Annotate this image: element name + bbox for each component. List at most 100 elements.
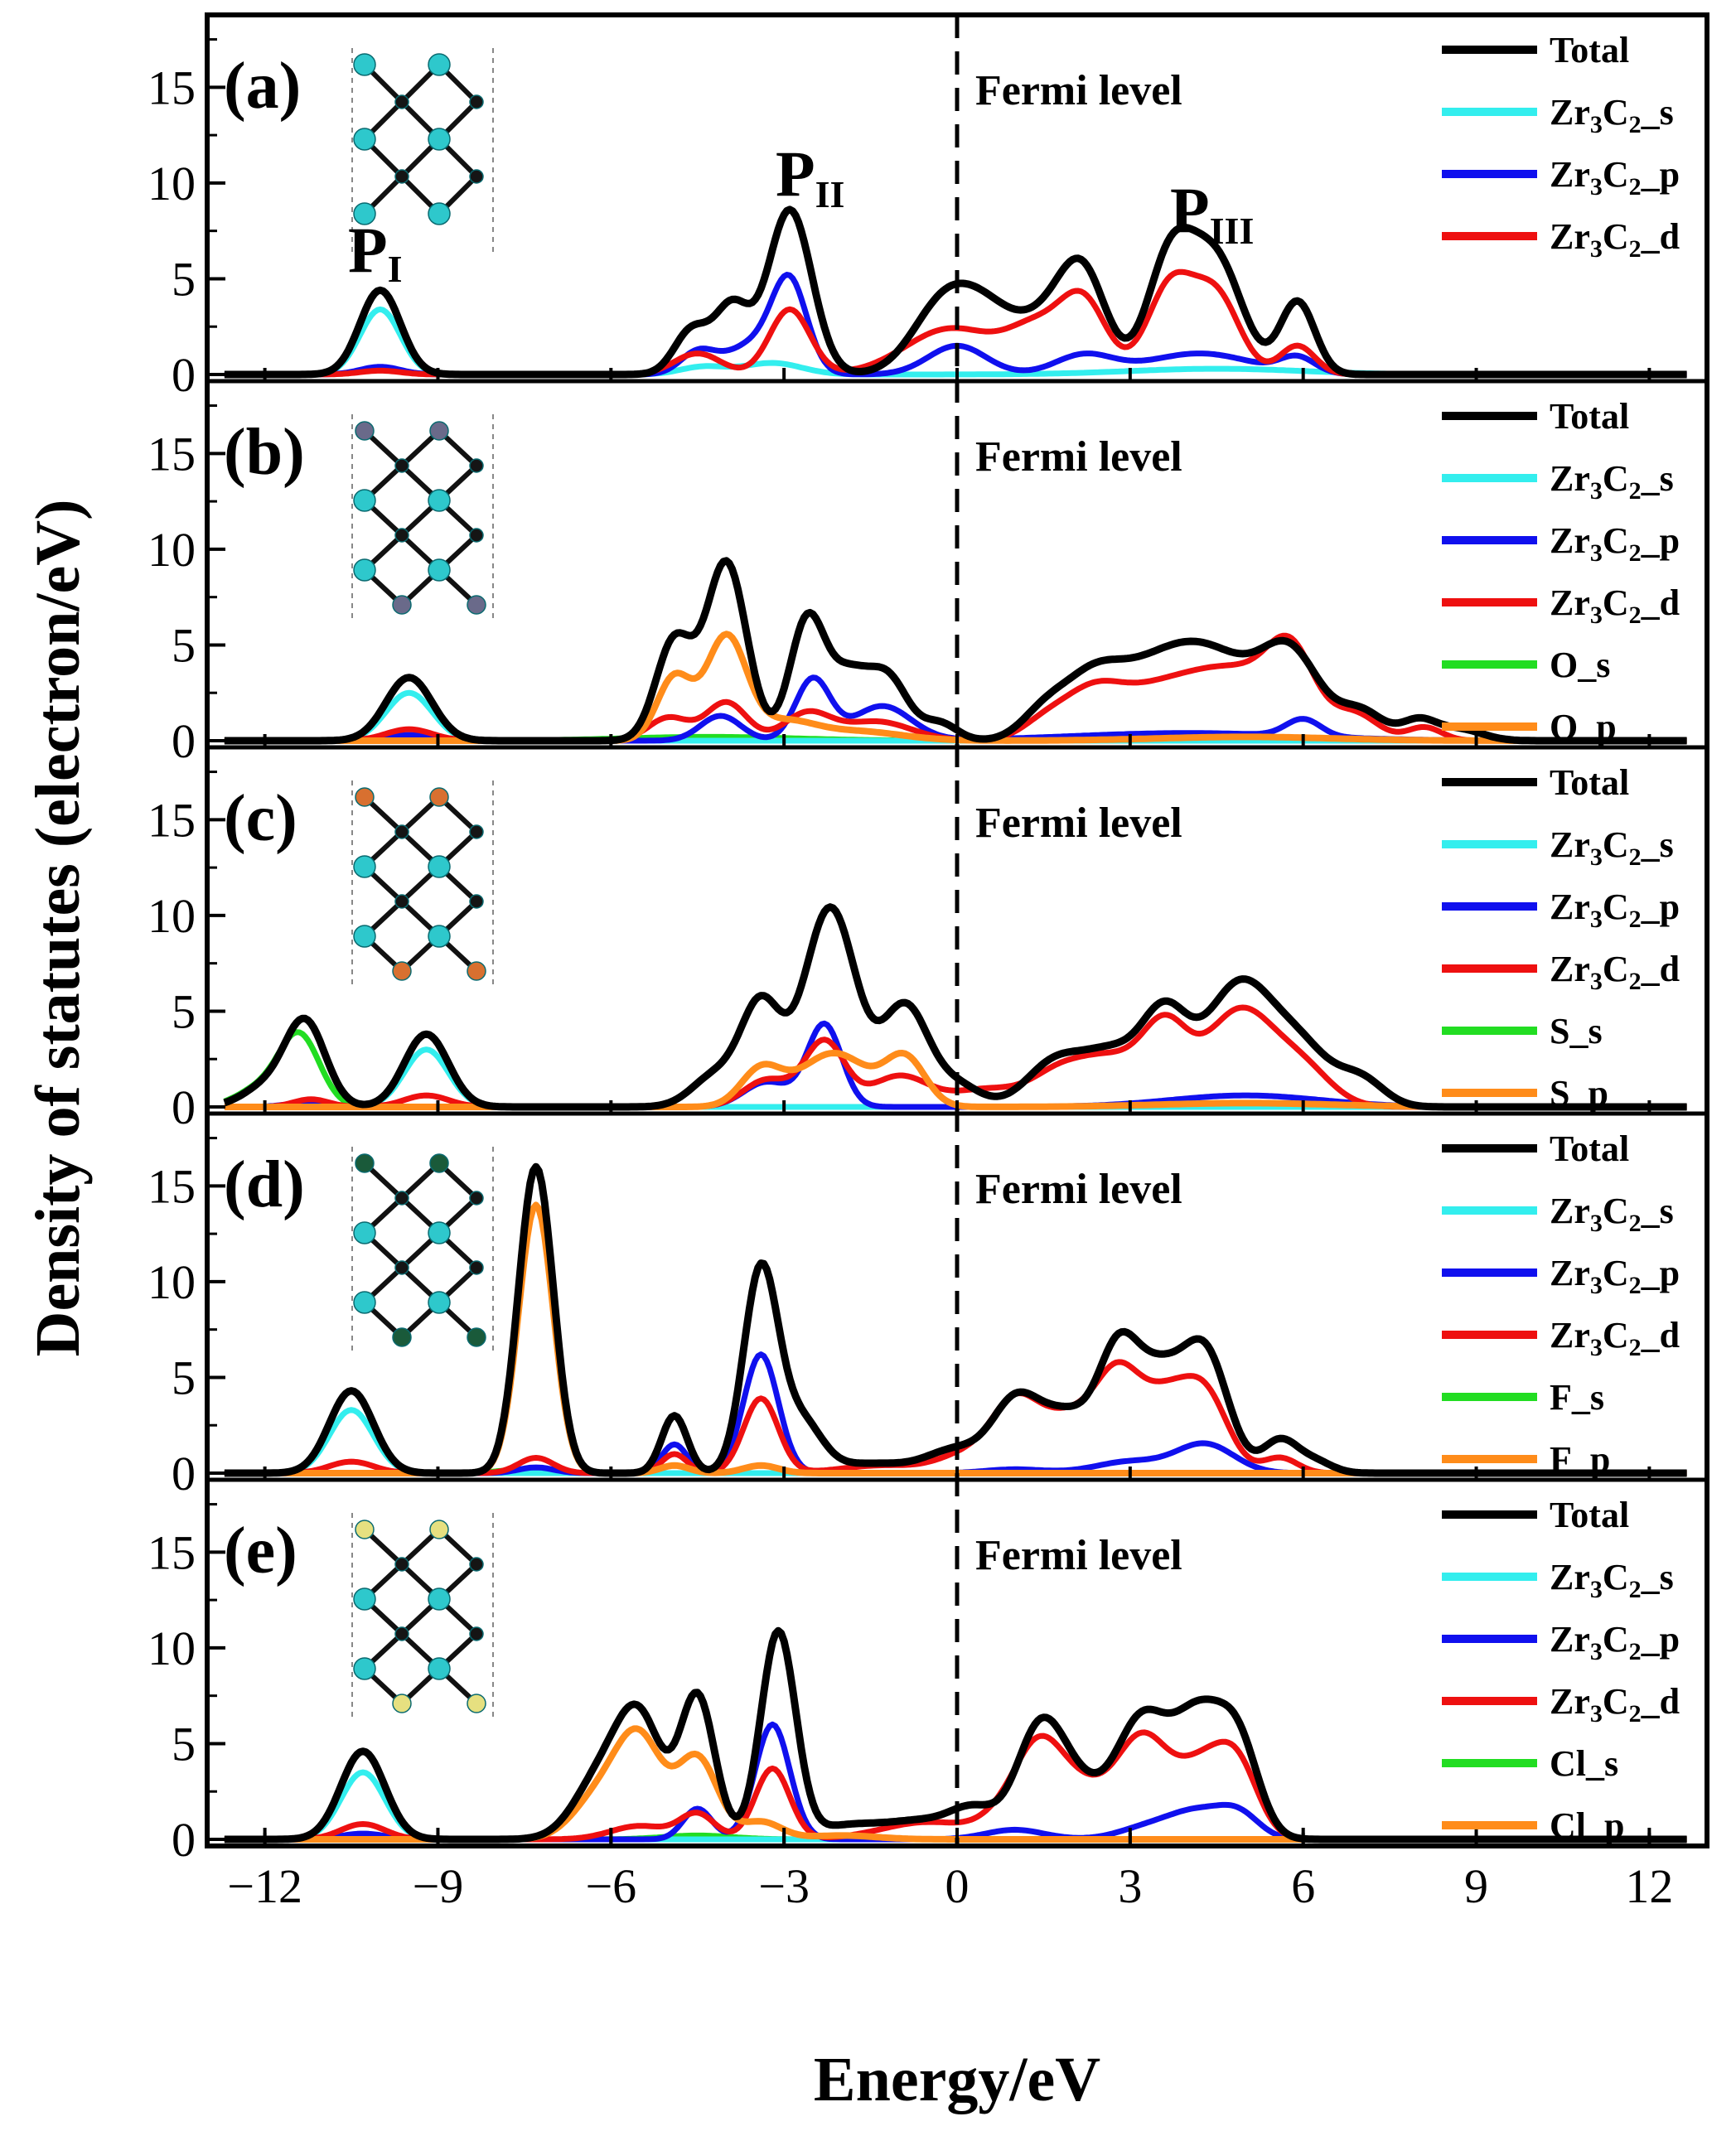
legend-label: Zr3C2_p (1550, 520, 1680, 567)
legend-entry-zr-s: Zr3C2_s (1442, 92, 1674, 138)
legend-label: F_s (1550, 1377, 1604, 1418)
x-tick-label: 6 (1291, 1859, 1315, 1913)
legend-entry-x-s: Cl_s (1442, 1743, 1618, 1784)
y-tick-label: 0 (172, 1447, 196, 1500)
x-axis-title: Energy/eV (814, 2045, 1100, 2114)
legend-entry-zr-d: Zr3C2_d (1442, 216, 1680, 263)
fermi-level-label: Fermi level (975, 1166, 1182, 1213)
x-tick-label: −3 (758, 1859, 810, 1913)
x-tick-label: 12 (1625, 1859, 1673, 1913)
legend-label: Zr3C2_d (1550, 1681, 1680, 1728)
legend-label: Zr3C2_p (1550, 887, 1680, 933)
y-tick-label: 10 (147, 157, 196, 210)
legend-entry-zr-d: Zr3C2_d (1442, 1315, 1680, 1361)
legend-label: Zr3C2_s (1550, 1557, 1674, 1603)
x-tick-label: 3 (1118, 1859, 1142, 1913)
y-tick-label: 5 (172, 1351, 196, 1404)
legend-label: Zr3C2_p (1550, 154, 1680, 201)
structure-insets (351, 48, 494, 1720)
legend-label: Zr3C2_d (1550, 582, 1680, 629)
legend-entry-zr-d: Zr3C2_d (1442, 949, 1680, 995)
panel-label: (c) (224, 782, 297, 855)
legend-label: Zr3C2_s (1550, 1191, 1674, 1237)
x-tick-label: −9 (413, 1859, 464, 1913)
legend-entry-total: Total (1442, 762, 1629, 803)
legend-label: O_p (1550, 707, 1617, 747)
y-tick-label: 5 (172, 984, 196, 1038)
panel-label: (b) (224, 416, 305, 489)
legend-label: Total (1550, 1495, 1629, 1535)
legend-label: Zr3C2_d (1550, 949, 1680, 995)
x-tick-label: 0 (945, 1859, 970, 1913)
fermi-level-label: Fermi level (975, 1532, 1182, 1579)
x-tick-label: −6 (585, 1859, 636, 1913)
legend-label: Total (1550, 1128, 1629, 1169)
legend-entry-zr-p: Zr3C2_p (1442, 1619, 1680, 1665)
panel-label: (a) (224, 50, 301, 123)
legend-entry-zr-p: Zr3C2_p (1442, 520, 1680, 567)
peak-label-pii: PII (776, 138, 844, 215)
legend-label: Total (1550, 30, 1629, 70)
legend-label: Zr3C2_p (1550, 1253, 1680, 1299)
y-tick-label: 10 (147, 1255, 196, 1309)
y-tick-label: 5 (172, 618, 196, 672)
legend-label: Cl_s (1550, 1743, 1618, 1784)
y-tick-label: 5 (172, 252, 196, 306)
legend-label: S_p (1550, 1073, 1608, 1114)
legend-entry-x-s: O_s (1442, 645, 1610, 685)
y-tick-label: 10 (147, 523, 196, 577)
zr3c2-bare-structure-icon (351, 48, 494, 255)
legend-label: Zr3C2_p (1550, 1619, 1680, 1665)
fermi-level-markers: Fermi level Fermi level Fermi level Fermi l… (955, 15, 1182, 1846)
legend-label: Zr3C2_s (1550, 824, 1674, 871)
legend-entry-zr-p: Zr3C2_p (1442, 154, 1680, 201)
svg-text:PII: PII (776, 138, 844, 215)
legend-label: Zr3C2_d (1550, 1315, 1680, 1361)
legend-label: Zr3C2_s (1550, 458, 1674, 505)
legend-entry-zr-s: Zr3C2_s (1442, 824, 1674, 871)
x-tick-label: 9 (1464, 1859, 1488, 1913)
legend-entry-zr-d: Zr3C2_d (1442, 1681, 1680, 1728)
legend-entry-zr-s: Zr3C2_s (1442, 1557, 1674, 1603)
legend-entry-total: Total (1442, 1495, 1629, 1535)
legend-label: Zr3C2_s (1550, 92, 1674, 138)
legend-entry-total: Total (1442, 30, 1629, 70)
legend-label: Cl_p (1550, 1805, 1624, 1846)
y-tick-label: 15 (147, 60, 196, 114)
legend-entry-zr-s: Zr3C2_s (1442, 1191, 1674, 1237)
axes-frame (205, 12, 1709, 1848)
y-tick-label: 10 (147, 1621, 196, 1675)
svg-text:PIII: PIII (1170, 174, 1254, 252)
legend-entry-x-p: S_p (1442, 1073, 1608, 1114)
y-tick-label: 15 (147, 1159, 196, 1213)
y-tick-label: 0 (172, 1080, 196, 1134)
y-axis-title: Density of statutes (electron/eV) (23, 500, 93, 1357)
y-tick-label: 15 (147, 427, 196, 481)
legend-label: Total (1550, 396, 1629, 437)
legend-label: S_s (1550, 1011, 1603, 1051)
zr3c2f2-structure-icon (351, 1147, 494, 1354)
tick-labels: 0 5 10 15 0 5 10 15 0 5 10 15 0 5 10 15 0 5 10 15 −12 −9 −6 −3 0… (147, 60, 1673, 1913)
legend-entry-zr-p: Zr3C2_p (1442, 1253, 1680, 1299)
zr3c2o2-structure-icon (351, 414, 494, 621)
legend-entry-x-p: F_p (1442, 1439, 1610, 1480)
peak-label-pi: PI (348, 214, 403, 290)
x-tick-label: −12 (227, 1859, 302, 1913)
fermi-level-label: Fermi level (975, 67, 1182, 114)
fermi-level-label: Fermi level (975, 433, 1182, 481)
legend-entry-zr-p: Zr3C2_p (1442, 887, 1680, 933)
y-tick-label: 0 (172, 348, 196, 402)
y-tick-label: 15 (147, 1525, 196, 1579)
legend-entry-zr-d: Zr3C2_d (1442, 582, 1680, 629)
legend-entry-x-p: O_p (1442, 707, 1617, 747)
legend-label: O_s (1550, 645, 1610, 685)
y-tick-label: 15 (147, 793, 196, 847)
y-tick-label: 0 (172, 1813, 196, 1867)
legend-entry-total: Total (1442, 1128, 1629, 1169)
panel-labels: (a) (b) (c) (d) (e) (224, 50, 305, 1587)
legend-entry-x-s: S_s (1442, 1011, 1603, 1051)
svg-text:PI: PI (348, 214, 403, 290)
y-tick-label: 0 (172, 714, 196, 768)
zr3c2cl2-structure-icon (351, 1513, 494, 1720)
